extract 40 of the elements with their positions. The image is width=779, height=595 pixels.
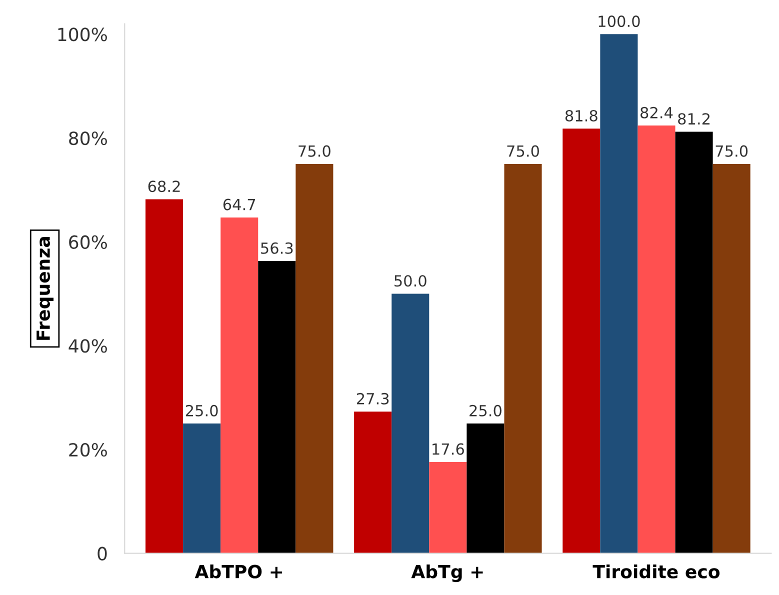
- data-label: 25.0: [186, 404, 218, 416]
- data-label: 75.0: [507, 145, 540, 157]
- bar: [354, 412, 392, 554]
- bar: [392, 294, 430, 554]
- bar: [183, 424, 221, 554]
- data-label: 100.0: [598, 16, 640, 28]
- y-tick-label: 0: [98, 546, 107, 560]
- data-label: 64.7: [223, 198, 256, 210]
- bar: [600, 34, 638, 554]
- bar: [504, 164, 542, 554]
- x-tick-label: AbTPO +: [194, 564, 282, 578]
- bar: [712, 164, 750, 554]
- bar: [562, 128, 600, 554]
- bar: [429, 462, 467, 554]
- bar: [258, 261, 296, 554]
- bar: [145, 199, 184, 554]
- bar: [638, 126, 676, 554]
- data-label: 27.3: [356, 392, 389, 404]
- data-label: 75.0: [716, 145, 748, 157]
- data-label: 68.2: [148, 180, 180, 192]
- bar: [296, 164, 334, 554]
- data-label: 75.0: [298, 145, 330, 157]
- data-label: 50.0: [394, 275, 426, 287]
- y-tick-label: 20%: [69, 442, 107, 457]
- bar: [466, 424, 504, 554]
- data-label: 56.3: [261, 242, 293, 254]
- y-tick-label: 100%: [58, 28, 107, 42]
- data-label: 81.8: [565, 110, 598, 122]
- y-tick-label: 80%: [69, 131, 107, 146]
- bar: [675, 132, 713, 554]
- data-label: 17.6: [432, 443, 464, 455]
- x-tick-label: Tiroidite eco: [592, 564, 720, 578]
- y-tick-label: 60%: [69, 235, 107, 249]
- y-tick-label: 40%: [68, 339, 107, 353]
- x-tick-label: AbTg +: [411, 564, 483, 582]
- y-axis-title: Frequenza: [36, 237, 54, 340]
- data-label: 82.4: [640, 106, 673, 118]
- data-label: 81.2: [678, 113, 710, 125]
- data-label: 25.0: [470, 404, 502, 416]
- bar: [220, 217, 258, 554]
